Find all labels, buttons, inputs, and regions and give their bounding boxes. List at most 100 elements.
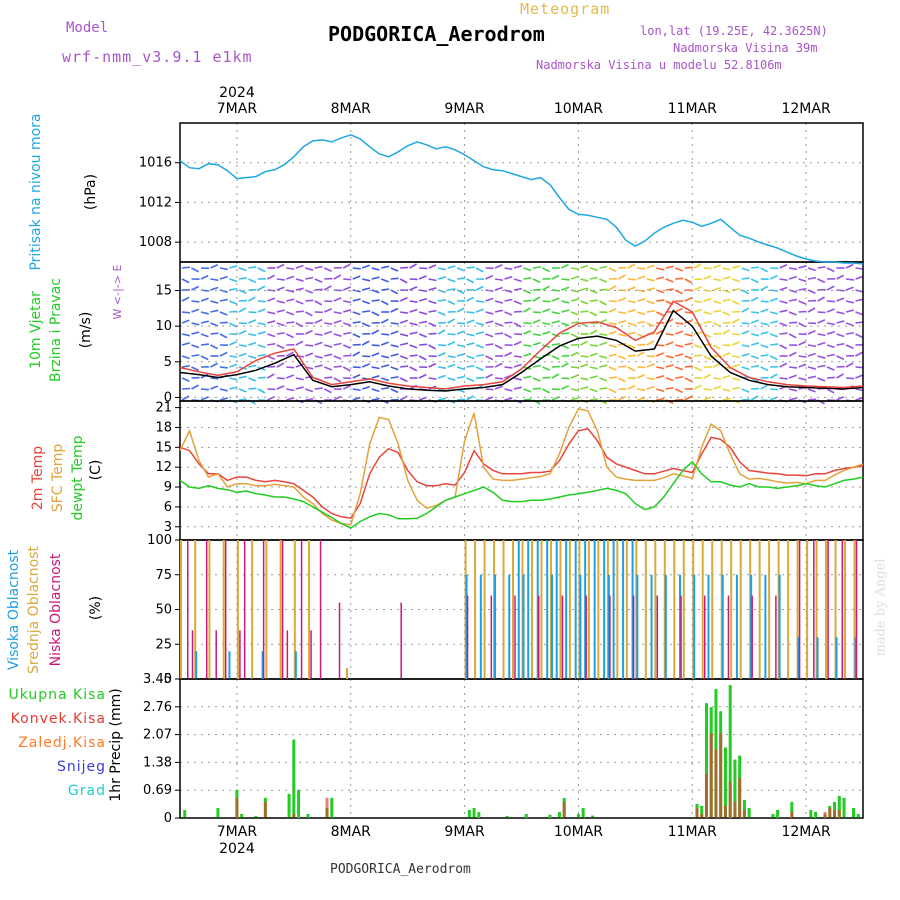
wind-arrow xyxy=(741,366,750,371)
wind-arrow xyxy=(580,287,589,291)
wind-arrow xyxy=(494,362,503,368)
wind-arrow xyxy=(561,300,570,304)
wind-arrow xyxy=(485,320,494,324)
wind-arrow xyxy=(447,318,455,324)
wind-arrow xyxy=(181,296,190,302)
wind-arrow xyxy=(684,296,693,302)
wind-arrow xyxy=(675,366,684,371)
wind-arrow xyxy=(694,354,703,357)
wind-arrow xyxy=(390,277,399,280)
wind-arrow xyxy=(342,263,351,269)
wind-arrow xyxy=(248,387,257,390)
wind-arrow xyxy=(599,265,608,269)
wind-arrow xyxy=(219,289,228,293)
wind-arrow xyxy=(665,333,674,336)
wind-arrow xyxy=(447,265,456,269)
convective-precip-bar xyxy=(733,801,737,818)
wind-arrow xyxy=(665,377,674,382)
wind-arrow xyxy=(324,376,333,379)
precip-legend-item: Konvek.Kisa xyxy=(11,711,106,727)
wind-arrow xyxy=(741,322,750,325)
wind-arrow xyxy=(608,388,617,394)
wind-arrow xyxy=(494,300,503,304)
wind-arrow xyxy=(466,296,475,302)
wind-arrow xyxy=(437,352,446,357)
wind-arrow xyxy=(457,322,466,325)
total-precip-bar xyxy=(240,813,244,818)
wind-arrow xyxy=(267,342,276,346)
wind-arrow xyxy=(295,322,304,328)
wind-arrow xyxy=(684,266,693,269)
wind-arrow xyxy=(532,377,541,382)
y-tick-label: 18 xyxy=(155,420,172,435)
y-tick-label: 2.76 xyxy=(143,700,172,715)
wind-arrow xyxy=(200,388,210,391)
wind-arrow xyxy=(210,309,219,313)
wind-arrow xyxy=(798,355,807,358)
wind-arrow xyxy=(713,309,722,313)
wind-arrow xyxy=(494,309,504,313)
wind-arrow xyxy=(456,366,465,371)
wind-arrow xyxy=(513,355,523,358)
wind-arrow xyxy=(845,300,855,304)
total-precip-bar xyxy=(548,814,552,818)
wind-arrow xyxy=(437,397,447,401)
wind-arrow xyxy=(447,363,456,368)
wind-arrow xyxy=(599,278,608,283)
wind-arrow xyxy=(314,288,323,291)
wind-arrow xyxy=(267,311,276,315)
wind-arrow xyxy=(485,355,494,361)
wind-arrow xyxy=(305,276,314,280)
wind-arrow xyxy=(390,307,399,313)
wind-arrow xyxy=(770,388,779,391)
total-precip-bar xyxy=(576,813,580,818)
wind-arrow xyxy=(570,333,579,339)
wind-unit: (m/s) xyxy=(78,312,94,349)
wind-arrow xyxy=(229,300,238,305)
panel-frame xyxy=(179,122,864,263)
wind-arrow xyxy=(219,311,228,316)
wind-arrow xyxy=(599,364,608,368)
wind-arrow xyxy=(693,344,703,349)
wind-arrow xyxy=(665,364,674,368)
wind-arrow xyxy=(826,285,835,291)
wind-arrow xyxy=(409,286,418,291)
wind-arrow xyxy=(513,377,522,381)
wind-arrow xyxy=(580,377,589,381)
wind-arrow xyxy=(589,375,598,379)
wind-arrow xyxy=(229,377,238,381)
temp-unit: (C) xyxy=(88,460,104,481)
wind-arrow xyxy=(238,388,247,393)
wind-arrow xyxy=(551,355,560,360)
station-title: PODGORICA_Aerodrom xyxy=(328,22,545,46)
wind-arrow xyxy=(684,333,693,337)
wind-arrow xyxy=(807,267,816,272)
wind-arrow xyxy=(855,374,864,379)
wind-arrow xyxy=(352,311,361,316)
wind-arrow xyxy=(361,300,371,305)
wind-arrow xyxy=(276,286,285,291)
wind-arrow xyxy=(485,311,494,315)
wind-arrow xyxy=(456,353,466,357)
wind-arrow xyxy=(200,396,209,401)
wind-arrow xyxy=(618,333,627,337)
wind-arrow xyxy=(655,329,664,335)
total-precip-bar xyxy=(591,815,595,818)
wind-arrow xyxy=(760,331,769,335)
wind-arrow xyxy=(722,289,731,294)
wind-arrow xyxy=(380,341,389,346)
wind-arrow xyxy=(219,321,228,324)
wind-arrow xyxy=(362,278,371,282)
wind-arrow xyxy=(475,285,484,291)
wind-arrow xyxy=(390,267,399,272)
wind-arrow xyxy=(181,342,190,346)
wind-arrow xyxy=(267,274,275,280)
wind-arrow xyxy=(855,311,864,316)
wind-arrow xyxy=(646,300,655,305)
wind-arrow xyxy=(523,398,532,401)
wind-arrow xyxy=(229,386,238,390)
wind-arrow xyxy=(826,353,836,357)
wind-arrow xyxy=(570,298,579,302)
wind-arrow xyxy=(627,384,636,390)
wind-arrow xyxy=(570,275,579,280)
